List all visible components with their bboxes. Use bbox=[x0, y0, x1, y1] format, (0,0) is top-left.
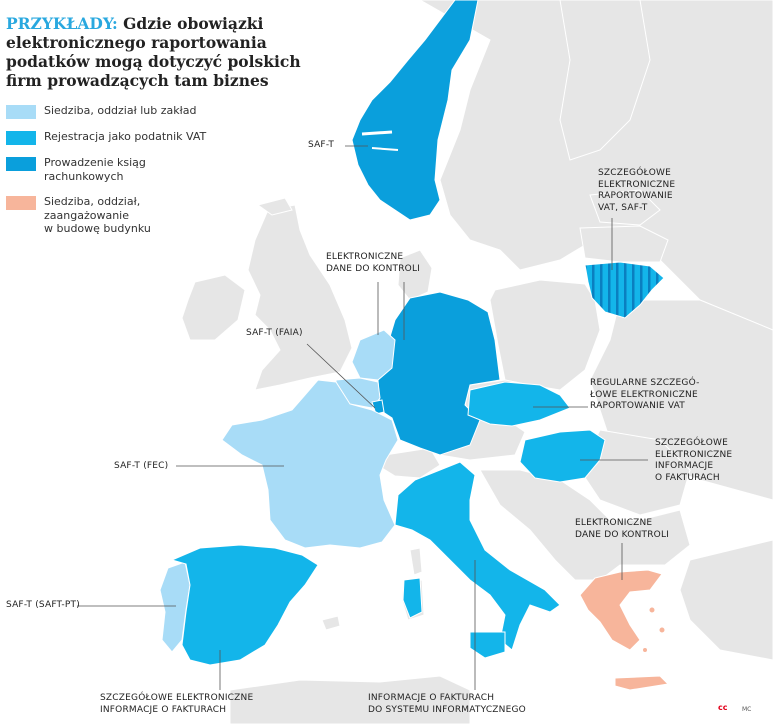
title-prefix: PRZYKŁADY: bbox=[6, 14, 118, 33]
label-spain: SZCZEGÓŁOWE ELEKTRONICZNE INFORMACJE O F… bbox=[100, 693, 254, 715]
label-germany: ELEKTRONICZNE DANE DO KONTROLI bbox=[326, 252, 421, 274]
land-estonia bbox=[589, 189, 661, 226]
country-hungary[interactable] bbox=[519, 429, 606, 483]
land-corsica bbox=[409, 547, 423, 576]
country-italy-sicily[interactable] bbox=[469, 631, 506, 659]
label-lithuania: SZCZEGÓŁOWE ELEKTRONICZNE RAPORTOWANIE V… bbox=[598, 168, 676, 213]
country-lithuania[interactable] bbox=[584, 261, 665, 319]
legend-swatch-salmon bbox=[6, 196, 36, 210]
title-text: Gdzie obowiązki elektronicznego raportow… bbox=[6, 14, 301, 90]
land-denmark bbox=[397, 249, 433, 301]
country-italy[interactable] bbox=[394, 461, 561, 651]
land-balkans bbox=[479, 469, 691, 581]
land-poland bbox=[489, 279, 601, 391]
country-luxembourg[interactable] bbox=[371, 399, 385, 415]
legend-item-headquarters: Siedziba, oddział lub zakład bbox=[6, 104, 219, 119]
label-portugal: SAF-T (SAFT-PT) bbox=[6, 600, 80, 610]
legend-label: Prowadzenie ksiąg rachunkowych bbox=[44, 156, 146, 183]
legend-label: Rejestracja jako podatnik VAT bbox=[44, 130, 207, 143]
label-luxembourg: SAF-T (FAIA) bbox=[246, 328, 303, 338]
legend-swatch-mid-blue bbox=[6, 131, 36, 145]
land-scotland-north bbox=[256, 197, 293, 216]
legend-label: Siedziba, oddział lub zakład bbox=[44, 104, 197, 117]
country-spain[interactable] bbox=[170, 544, 319, 666]
legend-swatch-light-blue bbox=[6, 105, 36, 119]
country-greece-crete[interactable] bbox=[614, 675, 670, 691]
legend-item-construction: Siedziba, oddział, zaangażowanie w budow… bbox=[6, 195, 219, 236]
land-ireland bbox=[181, 274, 246, 341]
label-france: SAF-T (FEC) bbox=[114, 461, 169, 471]
label-greece: ELEKTRONICZNE DANE DO KONTROLI bbox=[575, 518, 670, 540]
country-italy-sardinia[interactable] bbox=[402, 577, 423, 619]
country-greece[interactable] bbox=[579, 569, 663, 651]
land-latvia bbox=[579, 225, 669, 263]
label-hungary: SZCZEGÓŁOWE ELEKTRONICZNE INFORMACJE O F… bbox=[655, 438, 733, 483]
cc-license-icon: cc bbox=[718, 703, 728, 712]
country-france[interactable] bbox=[221, 379, 399, 549]
land-balearic bbox=[321, 615, 341, 631]
country-slovakia[interactable] bbox=[467, 381, 571, 427]
legend-item-vat: Rejestracja jako podatnik VAT bbox=[6, 130, 219, 145]
land-north-africa bbox=[229, 675, 471, 724]
legend-item-bookkeeping: Prowadzenie ksiąg rachunkowych bbox=[6, 156, 219, 183]
leader-lines bbox=[77, 145, 648, 690]
highlighted-countries bbox=[159, 0, 670, 691]
land-turkey bbox=[679, 539, 773, 661]
country-norway[interactable] bbox=[351, 0, 479, 221]
land-great-britain bbox=[247, 204, 353, 391]
label-norway: SAF-T bbox=[308, 140, 335, 150]
country-netherlands[interactable] bbox=[351, 329, 396, 381]
title: PRZYKŁADY: Gdzie obowiązki elektroniczne… bbox=[6, 14, 316, 90]
legend-swatch-dark-blue bbox=[6, 157, 36, 171]
land-finland bbox=[559, 0, 651, 161]
credit: MC bbox=[742, 706, 752, 713]
label-slovakia: REGULARNE SZCZEGÓ- ŁOWE ELEKTRONICZNE RA… bbox=[590, 378, 700, 411]
legend-label: Siedziba, oddział, zaangażowanie w budow… bbox=[44, 195, 151, 235]
label-italy: INFORMACJE O FAKTURACH DO SYSTEMU INFORM… bbox=[368, 693, 526, 715]
land-grey bbox=[181, 0, 773, 724]
